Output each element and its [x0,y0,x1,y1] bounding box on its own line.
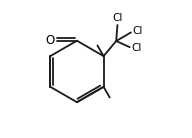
Text: Cl: Cl [132,43,142,53]
Text: Cl: Cl [133,26,143,36]
Text: O: O [45,34,54,47]
Text: Cl: Cl [112,13,123,23]
